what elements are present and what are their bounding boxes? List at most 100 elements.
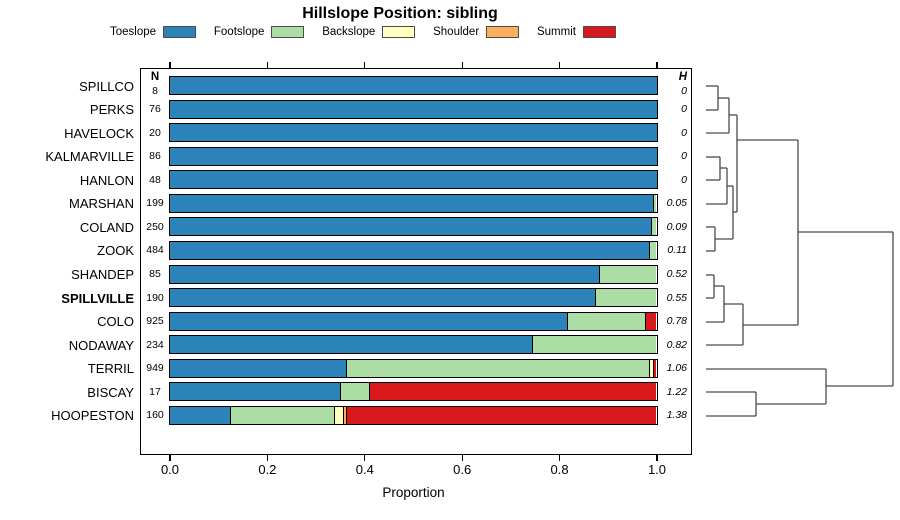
x-axis-title: Proportion xyxy=(382,485,445,500)
segment-toeslope-coland xyxy=(169,218,651,236)
row-label-spillco: SPILLCO xyxy=(79,78,134,94)
segment-toeslope-shandep xyxy=(169,265,600,283)
chart-title: Hillslope Position: sibling xyxy=(302,5,498,22)
legend-swatch-backslope-icon xyxy=(382,26,416,38)
h-value-coland: 0.09 xyxy=(666,220,687,233)
x-tick-bottom-0.6 xyxy=(461,455,463,461)
x-tick-top-0.8 xyxy=(559,62,561,68)
row-label-kalmarville: KALMARVILLE xyxy=(45,149,134,165)
segment-footslope-coland xyxy=(650,218,657,236)
n-value-spillco: 8 xyxy=(152,84,158,97)
legend-swatch-footslope-icon xyxy=(271,26,305,38)
h-value-biscay: 1.22 xyxy=(666,385,687,398)
h-value-colo: 0.78 xyxy=(666,315,687,328)
bar-zook xyxy=(168,240,658,260)
bar-marshan xyxy=(168,193,658,213)
bar-havelock xyxy=(168,123,658,143)
h-value-spillville: 0.55 xyxy=(666,291,687,304)
legend-swatch-shoulder-icon xyxy=(486,26,520,38)
h-value-hanlon: 0 xyxy=(681,173,687,186)
legend-label-backslope: Backslope xyxy=(322,26,376,38)
n-value-marshan: 199 xyxy=(146,197,164,210)
segment-summit-biscay xyxy=(369,383,657,401)
n-value-hanlon: 48 xyxy=(149,173,161,186)
segment-toeslope-terril xyxy=(169,359,346,377)
row-label-hoopeston: HOOPESTON xyxy=(51,408,134,424)
n-value-terril: 949 xyxy=(146,362,164,375)
x-tick-bottom-0.8 xyxy=(559,455,561,461)
bar-biscay xyxy=(168,382,658,402)
segment-toeslope-biscay xyxy=(169,383,340,401)
segment-footslope-zook xyxy=(649,241,657,259)
bar-colo xyxy=(168,311,658,331)
x-tick-label-1.0: 1.0 xyxy=(647,462,667,477)
row-label-zook: ZOOK xyxy=(97,243,134,259)
segment-toeslope-nodaway xyxy=(169,336,533,354)
n-value-coland: 250 xyxy=(146,220,164,233)
segment-toeslope-kalmarville xyxy=(169,147,657,165)
n-value-kalmarville: 86 xyxy=(149,150,161,163)
row-label-havelock: HAVELOCK xyxy=(64,125,134,141)
segment-footslope-marshan xyxy=(652,194,657,212)
x-tick-label-0.2: 0.2 xyxy=(258,462,277,477)
row-label-coland: COLAND xyxy=(79,219,134,235)
n-column-header: N xyxy=(150,71,160,83)
x-tick-top-0.6 xyxy=(461,62,463,68)
x-tick-label-0.8: 0.8 xyxy=(550,462,569,477)
bar-hanlon xyxy=(168,170,658,190)
segment-footslope-spillville xyxy=(595,289,657,307)
segment-toeslope-hoopeston xyxy=(169,406,231,424)
h-column-header: H xyxy=(678,71,687,83)
bar-spillco xyxy=(168,76,658,95)
x-tick-top-1.0 xyxy=(656,62,658,68)
n-value-spillville: 190 xyxy=(146,291,164,304)
bar-kalmarville xyxy=(168,146,658,166)
segment-footslope-hoopeston xyxy=(230,406,335,424)
legend: Toeslope Footslope Backslope Shoulder Summit xyxy=(110,26,616,38)
h-value-spillco: 0 xyxy=(681,84,687,97)
x-tick-label-0.4: 0.4 xyxy=(355,462,374,477)
bar-spillville xyxy=(168,288,658,308)
segment-footslope-biscay xyxy=(339,383,370,401)
row-label-marshan: MARSHAN xyxy=(68,196,134,212)
bar-hoopeston xyxy=(168,405,658,425)
segment-footslope-shandep xyxy=(599,265,657,283)
h-value-kalmarville: 0 xyxy=(681,150,687,163)
row-label-colo: COLO xyxy=(97,314,134,330)
segment-toeslope-colo xyxy=(169,312,568,330)
segment-footslope-terril xyxy=(345,359,650,377)
h-value-zook: 0.11 xyxy=(667,244,687,257)
segment-shoulder-hoopeston xyxy=(343,406,347,424)
row-label-perks: PERKS xyxy=(89,102,134,118)
legend-item-shoulder: Shoulder xyxy=(433,26,520,38)
h-value-havelock: 0 xyxy=(681,126,687,139)
x-tick-bottom-1.0 xyxy=(656,455,658,461)
segment-toeslope-spillco xyxy=(169,77,657,94)
n-value-shandep: 85 xyxy=(149,268,161,281)
h-value-hoopeston: 1.38 xyxy=(666,409,687,422)
row-label-spillville: SPILLVILLE xyxy=(61,290,134,306)
legend-swatch-toeslope-icon xyxy=(163,26,197,38)
bar-terril xyxy=(168,358,658,378)
n-value-hoopeston: 160 xyxy=(146,409,164,422)
segment-backslope-hoopeston xyxy=(334,406,344,424)
segment-backslope-terril xyxy=(649,359,654,377)
legend-label-toeslope: Toeslope xyxy=(110,26,157,38)
segment-summit-hoopeston xyxy=(346,406,657,424)
h-value-terril: 1.06 xyxy=(666,362,687,375)
segment-toeslope-marshan xyxy=(169,194,653,212)
x-tick-top-0.4 xyxy=(364,62,366,68)
bar-nodaway xyxy=(168,335,658,355)
n-value-colo: 925 xyxy=(146,315,164,328)
row-label-shandep: SHANDEP xyxy=(71,267,134,283)
segment-toeslope-perks xyxy=(169,100,657,118)
bar-coland xyxy=(168,217,658,237)
n-value-biscay: 17 xyxy=(149,385,161,398)
n-value-havelock: 20 xyxy=(149,126,161,139)
bar-shandep xyxy=(168,264,658,284)
x-tick-label-0.6: 0.6 xyxy=(453,462,472,477)
h-value-nodaway: 0.82 xyxy=(666,338,687,351)
x-tick-bottom-0.4 xyxy=(364,455,366,461)
legend-item-footslope: Footslope xyxy=(214,26,305,38)
